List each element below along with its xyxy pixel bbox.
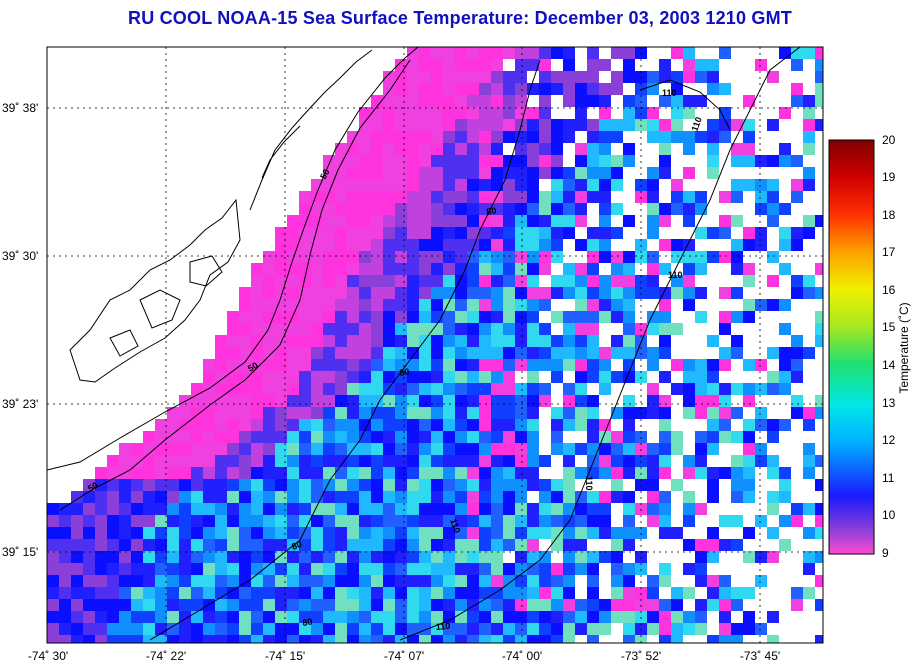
colorbar-tick: 9 <box>882 546 889 560</box>
isobath-label: 80 <box>486 205 498 217</box>
isobath-label: 110 <box>435 621 450 632</box>
isobath-label: 80 <box>399 366 411 378</box>
lat-label: 39˚ 15' <box>2 545 39 559</box>
lon-label: -73˚ 52' <box>620 649 662 663</box>
colorbar-tick: 20 <box>882 133 896 147</box>
isobath-label: 50 <box>246 360 260 374</box>
isobath-label: 80 <box>290 539 303 552</box>
isobath-label: 110 <box>448 517 462 534</box>
isobath-label: 110 <box>689 116 703 133</box>
isobaths <box>59 47 801 641</box>
lon-label: -74˚ 07' <box>383 649 425 663</box>
colorbar-tick: 17 <box>882 245 896 259</box>
colorbar-tick: 11 <box>882 471 895 485</box>
sst-pixel-layer <box>47 47 823 643</box>
marsh-outline <box>109 255 223 357</box>
lon-label: -74˚ 30' <box>27 649 69 663</box>
lon-label: -74˚ 22' <box>145 649 187 663</box>
colorbar-tick: 13 <box>882 396 896 410</box>
colorbar-title: Temperature (˚C) <box>897 302 911 394</box>
bay-outline <box>69 198 241 383</box>
isobath-label: 110 <box>668 270 683 280</box>
isobath-label: 110 <box>662 88 677 98</box>
colorbar-tick: 14 <box>882 358 896 372</box>
colorbar <box>828 139 875 555</box>
colorbar-tick: 19 <box>882 170 896 184</box>
isobath-label: 50 <box>86 480 100 494</box>
lon-label: -73˚ 45' <box>739 649 781 663</box>
colorbar-tick: 10 <box>882 508 896 522</box>
map-title: RU COOL NOAA-15 Sea Surface Temperature:… <box>128 8 792 28</box>
isobath-label: 50 <box>318 167 332 181</box>
lat-label: 39˚ 30' <box>2 249 39 263</box>
barrier-island <box>249 49 373 211</box>
lat-label: 39˚ 23' <box>2 397 39 411</box>
colorbar-tick: 15 <box>882 320 896 334</box>
isobath-label: 80 <box>302 616 314 628</box>
colorbar-tick: 12 <box>882 433 896 447</box>
colorbar-tick: 16 <box>882 283 896 297</box>
coastline <box>47 47 419 471</box>
lon-label: -74˚ 15' <box>264 649 306 663</box>
isobath-label: 110 <box>584 476 594 491</box>
lat-label: 39˚ 38' <box>2 101 39 115</box>
colorbar-tick: 18 <box>882 208 896 222</box>
lon-label: -74˚ 00' <box>501 649 543 663</box>
